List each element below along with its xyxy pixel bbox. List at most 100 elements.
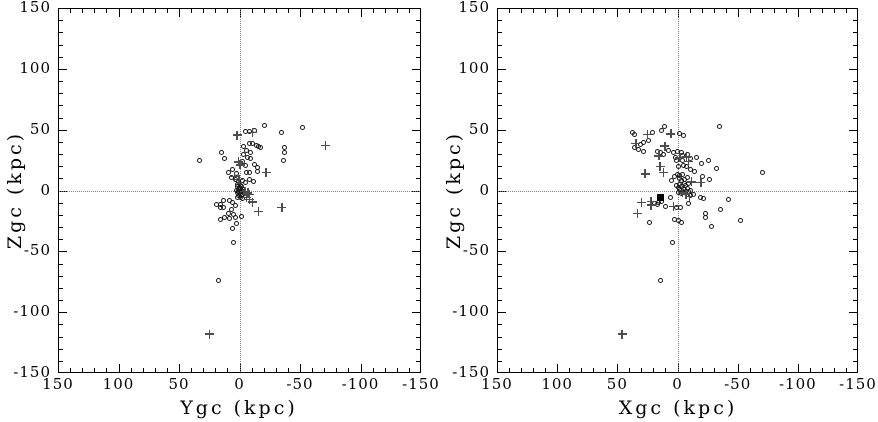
tick-mark (498, 141, 502, 143)
plus-marker (687, 177, 697, 187)
tick-mark (593, 368, 595, 372)
tick-mark (416, 81, 420, 82)
tick-mark (498, 154, 502, 155)
tick-mark (227, 9, 229, 13)
plus-marker (668, 201, 678, 211)
tick-mark (203, 368, 205, 372)
tick-mark (853, 214, 857, 216)
circle-marker (718, 207, 724, 213)
circle-marker (247, 149, 253, 155)
tick-mark (845, 9, 847, 13)
tick-mark (59, 129, 67, 131)
tick-mark (360, 364, 362, 372)
tick-mark (725, 9, 727, 13)
tick-mark (416, 287, 420, 289)
tick-mark (498, 214, 502, 216)
tick-mark (749, 9, 751, 13)
circle-marker (233, 220, 239, 226)
y-tick-label: -100 (452, 302, 490, 321)
x-tick-label: -50 (286, 375, 314, 393)
plus-marker (261, 167, 271, 177)
tick-mark (498, 300, 502, 301)
tick-mark (821, 368, 823, 372)
circle-marker (694, 154, 700, 160)
tick-mark (412, 129, 420, 131)
tick-mark (263, 368, 265, 372)
circle-marker (713, 166, 719, 172)
tick-mark (853, 239, 857, 241)
tick-mark (59, 312, 67, 314)
circle-marker (230, 240, 236, 246)
tick-mark (797, 9, 799, 17)
tick-mark (713, 9, 715, 13)
tick-mark (118, 9, 120, 17)
tick-mark (853, 166, 857, 168)
x-tick-label: -100 (341, 375, 380, 393)
tick-mark (416, 348, 420, 350)
tick-mark (853, 300, 857, 301)
tick-mark (106, 368, 108, 372)
circle-marker (699, 174, 705, 179)
tick-mark (737, 364, 739, 372)
plus-marker (320, 140, 330, 150)
circle-marker (655, 201, 661, 207)
tick-mark (498, 105, 502, 107)
circle-marker (641, 139, 647, 145)
y-tick-label: 0 (40, 180, 51, 199)
tick-mark (59, 263, 63, 265)
tick-mark (833, 368, 835, 372)
circle-marker (700, 196, 706, 202)
x-tick-label: -150 (402, 375, 440, 393)
circle-marker (229, 200, 235, 206)
tick-mark (191, 368, 193, 372)
tick-mark (725, 368, 727, 372)
tick-mark (59, 154, 63, 155)
tick-mark (498, 227, 502, 228)
tick-mark (665, 9, 667, 13)
tick-mark (348, 9, 350, 13)
tick-mark (251, 368, 253, 372)
tick-mark (287, 368, 289, 372)
tick-mark (498, 117, 502, 119)
circle-marker (280, 158, 286, 164)
tick-mark (59, 117, 63, 119)
tick-mark (82, 9, 84, 13)
circle-marker (262, 122, 268, 128)
tick-mark (761, 9, 763, 13)
plus-marker (660, 141, 670, 151)
square-marker (657, 194, 665, 202)
tick-mark (581, 9, 583, 13)
tick-mark (416, 202, 420, 204)
tick-mark (533, 9, 535, 13)
tick-mark (416, 263, 420, 265)
circle-marker (685, 200, 691, 206)
tick-mark (498, 166, 502, 168)
tick-mark (59, 166, 63, 168)
plus-marker (240, 187, 250, 197)
tick-mark (263, 9, 265, 13)
tick-mark (853, 117, 857, 119)
y-tick-label: 150 (458, 0, 490, 16)
tick-mark (498, 178, 502, 180)
tick-mark (412, 251, 420, 253)
circle-marker (281, 149, 287, 155)
tick-mark (287, 9, 289, 13)
tick-mark (300, 364, 301, 372)
plus-marker (633, 209, 643, 219)
tick-mark (853, 105, 857, 107)
tick-mark (416, 336, 420, 338)
tick-mark (701, 368, 703, 372)
tick-mark (312, 368, 314, 372)
circle-marker (650, 130, 656, 136)
circle-marker (679, 172, 685, 178)
circle-marker (667, 194, 673, 200)
circle-marker (659, 128, 665, 134)
circle-marker (760, 169, 766, 175)
circle-marker (699, 161, 705, 167)
x-tick-label: 50 (606, 375, 628, 393)
tick-mark (849, 68, 857, 70)
circle-marker (737, 218, 743, 224)
tick-mark (416, 117, 420, 119)
tick-mark (324, 9, 326, 13)
plus-marker (642, 130, 652, 140)
